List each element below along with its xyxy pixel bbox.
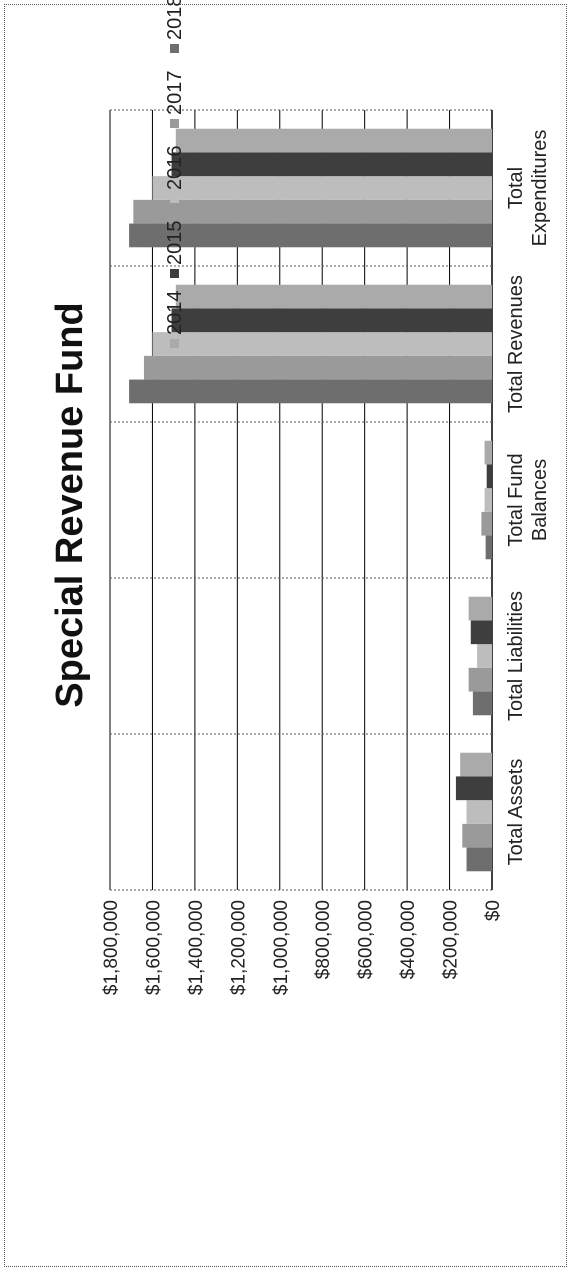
bar: [468, 596, 492, 621]
category-label: Balances: [529, 459, 551, 541]
legend-label: 2017: [164, 71, 186, 116]
legend-label: 2018: [164, 0, 186, 40]
legend-swatch: [170, 339, 179, 348]
y-tick-label: $600,000: [356, 900, 377, 979]
y-tick-label: $1,800,000: [101, 900, 122, 995]
legend-swatch: [170, 194, 179, 203]
bar: [472, 691, 492, 716]
legend-swatch: [170, 119, 179, 128]
bar: [152, 176, 492, 200]
bar: [133, 199, 492, 224]
y-tick-label: $800,000: [313, 900, 334, 979]
bar: [171, 152, 493, 177]
bar: [466, 800, 492, 824]
y-tick-label: $400,000: [398, 900, 419, 979]
bar: [175, 284, 493, 309]
bar: [175, 128, 493, 153]
category-label: Expenditures: [529, 130, 551, 247]
legend-swatch: [170, 269, 179, 278]
category-label: Total Liabilities: [505, 591, 527, 721]
bar: [484, 488, 493, 512]
bar: [462, 823, 492, 848]
legend-label: 2014: [164, 291, 186, 336]
y-tick-label: $1,000,000: [271, 900, 292, 995]
category-label: Total Fund: [505, 453, 527, 546]
bar: [460, 752, 492, 777]
y-tick-label: $1,200,000: [228, 900, 249, 995]
category-label: Total Assets: [505, 759, 527, 866]
bar: [129, 223, 492, 248]
category-label: Total: [505, 167, 527, 209]
bar: [484, 440, 493, 465]
bar: [485, 535, 492, 560]
bar: [486, 464, 493, 489]
bar: [477, 644, 492, 668]
chart-title: Special Revenue Fund: [49, 302, 91, 707]
bar: [481, 511, 492, 536]
legend-label: 2015: [164, 221, 186, 266]
y-tick-label: $1,400,000: [186, 900, 207, 995]
legend-label: 2016: [164, 146, 186, 191]
category-label: Total Revenues: [505, 275, 527, 413]
bar: [171, 308, 493, 333]
bar: [152, 332, 492, 356]
bar: [468, 667, 492, 692]
legend-swatch: [170, 44, 179, 53]
bar: [143, 355, 492, 380]
y-tick-label: $1,600,000: [143, 900, 164, 995]
y-tick-label: $200,000: [441, 900, 462, 979]
bar: [129, 379, 492, 404]
bar: [455, 776, 492, 801]
bar: [470, 620, 492, 645]
bar: [466, 847, 492, 872]
y-tick-label: $0: [483, 900, 504, 921]
chart-frame: [4, 4, 567, 1267]
